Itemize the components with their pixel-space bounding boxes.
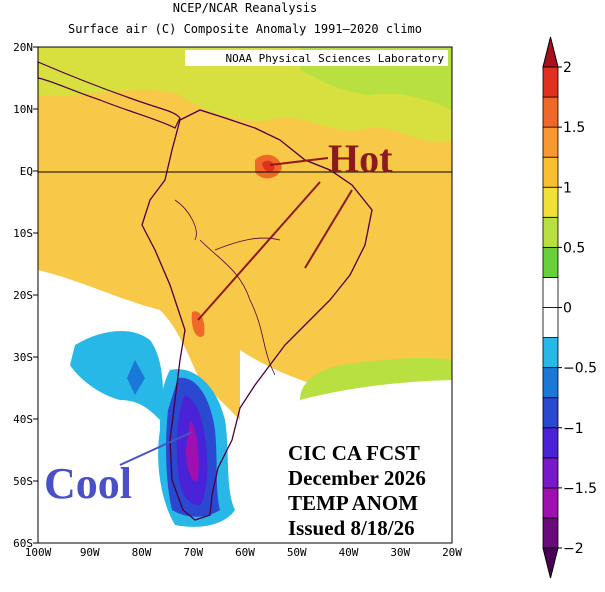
- field-neutral-east: [234, 350, 452, 543]
- colorbar-tick-label: −1: [563, 421, 584, 437]
- lon-label: 60W: [235, 546, 255, 559]
- forecast-note: TEMP ANOM: [288, 491, 418, 515]
- field-green-east: [300, 357, 452, 400]
- cool-label: Cool: [44, 459, 132, 508]
- colorbar-segment: [542, 367, 559, 399]
- lon-label: 50W: [287, 546, 307, 559]
- lon-label: 70W: [183, 546, 203, 559]
- lat-label: 20S: [13, 289, 33, 302]
- central-america-coast: [37, 61, 181, 129]
- forecast-note: Issued 8/18/26: [288, 516, 415, 540]
- field-hot-core: [262, 160, 275, 172]
- colorbar-segment: [542, 427, 559, 459]
- subtitle: Surface air (C) Composite Anomaly 1991–2…: [68, 22, 422, 36]
- lon-label: 80W: [132, 546, 152, 559]
- colorbar-segment: [542, 216, 559, 248]
- country-borders: [174, 199, 281, 376]
- colorbar-tick-label: −0.5: [563, 361, 597, 377]
- colorbar-segment: [542, 487, 559, 519]
- lat-label: 10N: [13, 103, 33, 116]
- colorbar-over: [542, 36, 559, 68]
- south-america-coast: [141, 109, 373, 521]
- forecast-note: December 2026: [288, 466, 426, 490]
- colorbar-segment: [542, 186, 559, 218]
- colorbar-under: [542, 547, 559, 579]
- colorbar-segment: [542, 277, 559, 308]
- colorbar-tick-label: 0.5: [563, 240, 585, 256]
- lon-label: 40W: [339, 546, 359, 559]
- colorbar-tick-label: 1: [563, 180, 572, 196]
- lon-label: 20W: [442, 546, 462, 559]
- lat-label: 50S: [13, 475, 33, 488]
- lat-label: 30S: [13, 351, 33, 364]
- colorbar-tick-label: 2: [563, 60, 572, 76]
- colorbar-segment: [542, 66, 559, 98]
- credit: NOAA Physical Sciences Laboratory: [225, 52, 444, 65]
- field-cool-pacific: [70, 330, 163, 420]
- colorbar-tick-label: 0: [563, 301, 572, 317]
- colorbar-tick-label: 1.5: [563, 120, 585, 136]
- colorbar-segment: [542, 96, 559, 128]
- lat-label: 10S: [13, 227, 33, 240]
- colorbar-segment: [542, 126, 559, 158]
- lon-label: 100W: [25, 546, 52, 559]
- colorbar-tick-label: −2: [563, 541, 584, 557]
- lat-label: 60S: [13, 537, 33, 550]
- hot-label: Hot: [328, 136, 393, 181]
- forecast-note: CIC CA FCST: [288, 441, 420, 465]
- colorbar-segment: [542, 156, 559, 188]
- field-cool-core: [127, 360, 145, 395]
- map-area: NOAA Physical Sciences Laboratory Hot Co…: [37, 46, 453, 544]
- hot-arrow: [269, 157, 329, 166]
- field-coldest: [186, 420, 199, 481]
- colorbar-segment: [542, 457, 559, 489]
- lon-label: 30W: [390, 546, 410, 559]
- colorbar-segment: [542, 246, 559, 278]
- title: NCEP/NCAR Reanalysis: [173, 1, 318, 15]
- credit-box: [185, 50, 448, 66]
- lat-label: EQ: [20, 165, 33, 178]
- hot-arrow: [304, 189, 353, 269]
- colorbar-tick-label: −1.5: [563, 481, 597, 497]
- colorbar-segment: [542, 307, 559, 338]
- colorbar-segment: [542, 337, 559, 369]
- hot-arrow: [197, 181, 321, 321]
- lat-label: 40S: [13, 413, 33, 426]
- lat-label: 20N: [13, 41, 33, 54]
- cool-arrow: [119, 431, 193, 466]
- lon-label: 90W: [80, 546, 100, 559]
- colorbar-segment: [542, 397, 559, 429]
- colorbar-segment: [542, 517, 559, 549]
